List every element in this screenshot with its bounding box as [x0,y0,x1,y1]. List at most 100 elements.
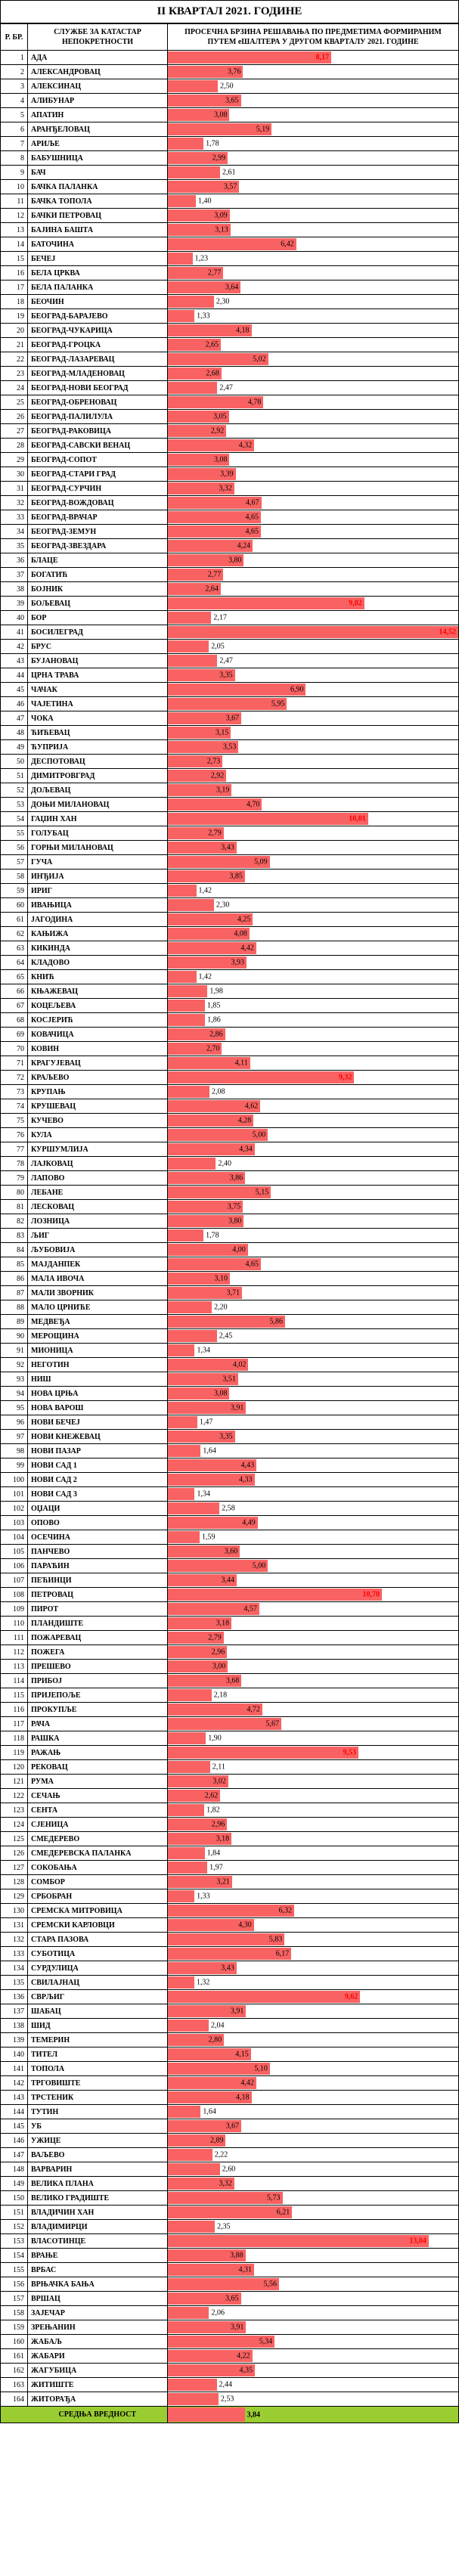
row-name: ЛАПОВО [28,1171,168,1186]
bar-value: 3,88 [230,2252,243,2260]
bar-value: 1,59 [202,1533,216,1542]
bar [168,1301,212,1313]
bar-value: 4,33 [239,1476,253,1484]
row-bar-cell: 2,99 [168,151,459,166]
row-bar-cell: 3,32 [168,2177,459,2191]
bar-value: 6,21 [277,2209,290,2217]
row-bar-cell: 4,35 [168,2364,459,2378]
row-bar-cell: 3,44 [168,1573,459,1588]
row-bar-cell: 2,30 [168,295,459,309]
row-bar-cell: 2,96 [168,1645,459,1660]
row-number: 120 [1,1760,28,1775]
bar-value: 2,58 [222,1505,235,1513]
row-number: 28 [1,439,28,453]
table-row: 123СЕНТА1,82 [1,1803,459,1818]
row-number: 126 [1,1846,28,1861]
row-number: 65 [1,970,28,984]
row-bar-cell: 2,06 [168,2306,459,2320]
bar-value: 2,35 [217,2223,231,2231]
header-name: СЛУЖБЕ ЗА КАТАСТАР НЕПОКРЕТНОСТИ [28,24,168,51]
table-row: 45ЧАЧАК6,90 [1,683,459,697]
row-name: НИШ [28,1372,168,1387]
bar [168,138,203,150]
row-name: СВРЉИГ [28,1990,168,2004]
bar-value: 3,65 [225,2295,239,2303]
bar-value: 3,80 [228,556,242,565]
row-name: БЕОГРАД-ГРОЦКА [28,338,168,352]
row-name: ВЛАСОТИНЦЕ [28,2234,168,2249]
row-name: КИКИНДА [28,941,168,956]
table-row: 52ДОЉЕВАЦ3,19 [1,783,459,798]
row-bar-cell: 13,04 [168,2234,459,2249]
row-bar-cell: 2,64 [168,582,459,597]
row-name: КРАГУЈЕВАЦ [28,1056,168,1071]
bar [168,1344,194,1356]
bar-value: 4,42 [240,944,254,953]
bar-value: 1,42 [199,887,212,895]
row-number: 123 [1,1803,28,1818]
row-name: ВЕЛИКА ПЛАНА [28,2177,168,2191]
row-name: АРИЉЕ [28,137,168,151]
row-name: КЊАЖЕВАЦ [28,984,168,999]
row-name: БОСИЛЕГРАД [28,625,168,640]
row-number: 39 [1,597,28,611]
row-bar-cell: 9,82 [168,597,459,611]
row-number: 153 [1,2234,28,2249]
bar [168,1531,200,1543]
row-bar-cell: 4,67 [168,496,459,510]
row-number: 68 [1,1013,28,1028]
footer-label: СРЕДЊА ВРЕДНОСТ [28,2407,168,2423]
table-row: 112ПОЖЕГА2,96 [1,1645,459,1660]
bar-value: 2,77 [208,269,222,277]
bar-value: 1,32 [197,1979,210,1987]
bar-value: 1,47 [200,1418,213,1427]
row-bar-cell: 3,71 [168,1286,459,1300]
table-row: 14БАТОЧИНА6,42 [1,237,459,252]
bar-value: 3,05 [213,413,227,421]
bar [168,1761,210,1773]
bar-value: 4,08 [234,930,247,938]
row-bar-cell: 3,19 [168,783,459,798]
bar [168,195,196,207]
row-number: 151 [1,2206,28,2220]
row-bar-cell: 4,49 [168,1516,459,1530]
row-number: 152 [1,2220,28,2234]
bar-value: 5,73 [267,2194,281,2202]
row-bar-cell: 2,45 [168,1329,459,1344]
row-name: ОЏАЦИ [28,1502,168,1516]
table-row: 72КРАЉЕВО9,32 [1,1071,459,1085]
row-bar-cell: 4,30 [168,1918,459,1933]
table-row: 15БЕЧЕЈ1,23 [1,252,459,266]
row-name: УЖИЦЕ [28,2134,168,2148]
row-number: 112 [1,1645,28,1660]
bar-value: 4,30 [238,1921,252,1930]
row-bar-cell: 1,64 [168,1444,459,1458]
table-row: 149ВЕЛИКА ПЛАНА3,32 [1,2177,459,2191]
row-number: 63 [1,941,28,956]
bar-value: 5,34 [259,2338,273,2346]
row-bar-cell: 4,42 [168,2076,459,2091]
row-number: 77 [1,1142,28,1157]
row-number: 59 [1,884,28,898]
row-bar-cell: 3,43 [168,1961,459,1976]
bar-value: 6,42 [281,240,294,249]
row-name: ДОЉЕВАЦ [28,783,168,798]
bar [168,1905,294,1917]
table-row: 5АПАТИН3,08 [1,108,459,122]
bar-value: 1,33 [197,312,210,321]
row-bar-cell: 3,10 [168,1272,459,1286]
bar-value: 10,70 [362,1591,380,1599]
bar-value: 3,00 [212,1663,226,1671]
row-bar-cell: 3,32 [168,482,459,496]
bar-value: 2,04 [211,2022,225,2030]
bar [168,166,220,178]
row-name: БЕОГРАД-ЗЕМУН [28,525,168,539]
table-row: 146УЖИЦЕ2,89 [1,2134,459,2148]
row-bar-cell: 5,73 [168,2191,459,2206]
row-bar-cell: 2,53 [168,2392,459,2407]
bar-value: 1,90 [208,1734,222,1743]
table-row: 124СЈЕНИЦА2,96 [1,1818,459,1832]
row-bar-cell: 9,32 [168,1071,459,1085]
table-row: 34БЕОГРАД-ЗЕМУН4,65 [1,525,459,539]
bar-value: 5,00 [253,1562,266,1570]
